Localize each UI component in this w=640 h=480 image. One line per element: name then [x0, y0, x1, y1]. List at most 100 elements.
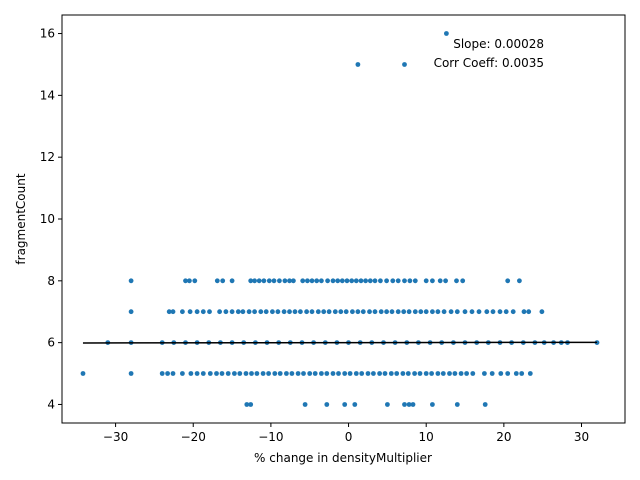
x-axis-ticks: −30 −20 −10 0 10 20 30 — [103, 423, 589, 444]
data-point — [315, 309, 321, 315]
data-point — [527, 371, 533, 376]
data-point — [305, 278, 310, 284]
data-point — [423, 371, 429, 376]
data-point — [194, 309, 200, 315]
data-point — [437, 278, 443, 284]
data-point — [476, 309, 482, 315]
data-point — [441, 309, 447, 315]
data-point — [394, 371, 400, 376]
data-point — [462, 309, 468, 315]
data-point — [430, 278, 435, 284]
y-tick-label: 12 — [40, 150, 55, 164]
y-tick-label: 4 — [47, 397, 55, 411]
data-point — [389, 309, 395, 315]
data-point — [277, 371, 283, 376]
data-point — [367, 309, 372, 315]
data-point — [319, 278, 324, 284]
data-point — [469, 309, 475, 315]
data-point — [200, 371, 206, 376]
data-point — [284, 371, 289, 376]
data-point — [266, 371, 271, 376]
data-point — [412, 309, 418, 315]
data-point — [355, 62, 361, 67]
data-point — [378, 278, 383, 284]
data-point — [539, 309, 545, 315]
data-point — [128, 371, 134, 376]
data-point — [447, 371, 452, 376]
data-point — [220, 278, 226, 284]
data-point — [219, 371, 225, 376]
data-point — [353, 278, 359, 284]
data-point — [266, 278, 272, 284]
y-tick-label: 8 — [47, 274, 55, 288]
data-point — [277, 278, 282, 284]
data-point — [261, 278, 267, 284]
data-point — [183, 278, 188, 284]
data-point — [526, 309, 532, 315]
data-point — [330, 278, 336, 284]
data-point — [406, 309, 412, 315]
data-point — [482, 402, 488, 407]
data-point — [229, 278, 235, 284]
y-axis-ticks: 4 6 8 10 12 14 16 — [40, 27, 62, 411]
data-point — [384, 309, 389, 315]
data-point — [490, 309, 496, 315]
x-tick-label: 10 — [419, 430, 434, 444]
data-point — [260, 371, 266, 376]
data-point — [192, 278, 198, 284]
data-point — [384, 278, 389, 284]
data-point — [521, 309, 527, 315]
data-point — [444, 31, 449, 36]
data-point — [165, 371, 171, 376]
data-point — [240, 309, 246, 315]
data-point — [217, 309, 223, 315]
data-point — [248, 402, 254, 407]
data-point — [454, 278, 459, 284]
data-point — [301, 371, 306, 376]
slope-annotation: Slope: 0.00028 — [453, 37, 544, 51]
data-point — [258, 309, 264, 315]
data-point — [412, 371, 417, 376]
data-point — [289, 371, 295, 376]
data-point — [430, 309, 435, 315]
data-point — [243, 371, 249, 376]
data-point — [458, 371, 464, 376]
data-point — [359, 371, 365, 376]
data-point — [405, 371, 411, 376]
data-point — [298, 309, 303, 315]
data-point — [128, 278, 134, 284]
data-point — [336, 371, 341, 376]
data-point — [338, 309, 344, 315]
data-point — [335, 278, 341, 284]
data-point — [503, 309, 509, 315]
data-point — [263, 309, 269, 315]
data-point — [272, 371, 278, 376]
data-point — [252, 278, 257, 284]
data-point — [246, 309, 252, 315]
data-point — [287, 278, 292, 284]
data-point — [307, 371, 313, 376]
data-point — [372, 278, 378, 284]
data-point — [452, 371, 458, 376]
data-point — [454, 309, 460, 315]
data-point — [464, 371, 469, 376]
data-point — [180, 371, 185, 376]
data-point — [402, 62, 407, 67]
data-point — [349, 278, 355, 284]
data-point — [207, 309, 212, 315]
data-point — [460, 278, 466, 284]
x-tick-label: −20 — [181, 430, 206, 444]
data-point — [355, 309, 361, 315]
data-point — [309, 309, 315, 315]
data-point — [484, 309, 490, 315]
data-point — [223, 309, 229, 315]
data-point — [309, 278, 315, 284]
y-axis-label: fragmentCount — [14, 173, 28, 264]
data-point — [482, 371, 487, 376]
data-point — [225, 371, 231, 376]
y-tick-label: 14 — [40, 88, 55, 102]
data-point — [188, 371, 194, 376]
data-point — [282, 278, 288, 284]
data-point — [440, 371, 446, 376]
